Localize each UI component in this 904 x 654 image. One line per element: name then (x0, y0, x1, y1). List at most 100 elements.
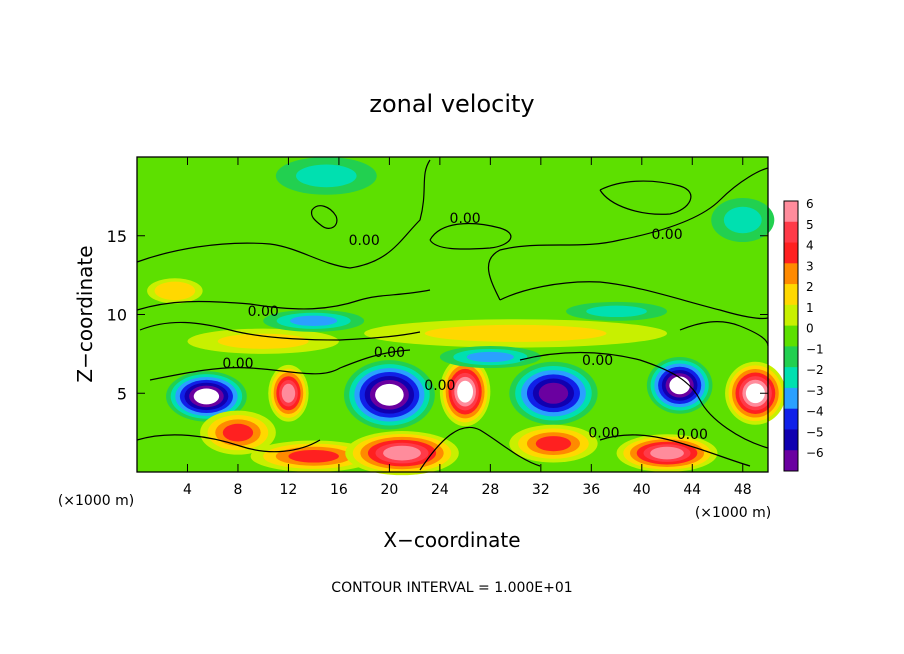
field-feature (509, 361, 598, 425)
x-tick-label: 32 (532, 482, 550, 498)
x-tick-label: 28 (481, 482, 499, 498)
contour-labels: 0.00 0.00 0.00 0.00 0.00 0.00 0.00 0.00 0.00 0.00 (222, 211, 707, 443)
colorbar: 6 5 4 3 2 1 0 −1 −2 −3 −4 −5 −6 (783, 197, 824, 472)
x-axis: 4 8 12 16 20 24 28 32 36 40 44 48 (183, 157, 752, 498)
y-tick-label: 5 (117, 384, 127, 403)
x-tick-label: 8 (233, 482, 242, 498)
y-axis: 5 10 15 (107, 227, 768, 403)
field-band (586, 305, 647, 318)
colorbar-label: 3 (806, 259, 814, 273)
colorbar-label: 0 (806, 322, 814, 336)
field-band (669, 376, 690, 395)
field-band (745, 383, 765, 404)
field-feature (566, 301, 668, 321)
field-feature (343, 360, 435, 430)
contour-line (429, 222, 512, 250)
field-band (281, 383, 296, 403)
contour-label: 0.00 (588, 425, 619, 441)
field-band (424, 324, 607, 342)
field-band (383, 445, 421, 461)
y-axis-label: Z−coordinate (73, 245, 97, 382)
x-tick-label: 12 (280, 482, 298, 498)
colorbar-label: −1 (806, 342, 824, 356)
colorbar-label: −4 (806, 405, 824, 419)
x-unit-left: (×1000 m) (58, 493, 134, 509)
colorbar-label: 6 (806, 197, 814, 211)
contour-line (310, 205, 338, 229)
contour-line (139, 321, 421, 341)
contour-label: 0.00 (582, 353, 613, 369)
x-tick-label: 36 (582, 482, 600, 498)
field-feature (275, 157, 377, 195)
field-feature (439, 357, 491, 427)
colorbar-label: 5 (806, 218, 814, 232)
field-feature (147, 278, 203, 304)
field-feature (268, 364, 309, 422)
contour-label: 0.00 (374, 345, 405, 361)
field-band (650, 446, 684, 460)
colorbar-label: 1 (806, 301, 814, 315)
field-feature (646, 357, 713, 414)
contour-line (149, 349, 411, 381)
x-tick-label: 4 (183, 482, 192, 498)
field-band (538, 382, 569, 404)
field-feature (616, 434, 718, 472)
field-band (466, 351, 514, 363)
colorbar-label: −6 (806, 446, 824, 460)
x-tick-label: 20 (380, 482, 398, 498)
contour-label: 0.00 (349, 233, 380, 249)
field-feature (711, 197, 775, 243)
colorbar-label: −5 (806, 425, 824, 439)
y-tick-label: 15 (107, 227, 127, 246)
contour-line (136, 159, 431, 269)
contour-label: 0.00 (450, 211, 481, 227)
colorbar-swatch (784, 367, 798, 389)
field-feature (345, 431, 459, 476)
field-feature (364, 319, 668, 348)
colorbar-swatch (784, 242, 798, 264)
colorbar-swatch (784, 408, 798, 430)
field-band (296, 164, 357, 188)
field-band (161, 284, 188, 297)
x-axis-label: X−coordinate (383, 528, 520, 552)
zero-contours (136, 159, 769, 471)
contour-line (599, 180, 692, 215)
x-tick-label: 48 (734, 482, 752, 498)
contour-label: 0.00 (222, 356, 253, 372)
x-tick-label: 16 (330, 482, 348, 498)
field-feature (725, 361, 786, 425)
colorbar-swatch (784, 429, 798, 451)
contour-line (599, 434, 751, 467)
colorbar-frame (783, 200, 799, 472)
field-band (217, 333, 309, 349)
colorbar-swatch (784, 346, 798, 368)
field-feature (187, 328, 339, 354)
field-feature (263, 309, 365, 332)
field-feature (166, 371, 247, 422)
colorbar-label: −3 (806, 384, 824, 398)
field-band (222, 423, 254, 442)
contour-line (136, 434, 321, 453)
contour-line (419, 426, 541, 471)
field-feature (439, 346, 541, 369)
contour-interval-text: CONTOUR INTERVAL = 1.000E+01 (331, 580, 572, 596)
colorbar-swatch (784, 325, 798, 347)
contour-label: 0.00 (651, 227, 682, 243)
x-tick-label: 24 (431, 482, 449, 498)
velocity-field (147, 157, 786, 476)
field-feature (509, 424, 598, 463)
colorbar-swatch (784, 387, 798, 410)
colorbar-swatch (784, 201, 798, 223)
field-feature (250, 440, 377, 472)
field-band (457, 380, 474, 403)
field-band (193, 388, 220, 405)
y-tick-label: 10 (107, 306, 127, 325)
field-band (288, 449, 339, 463)
contour-label: 0.00 (677, 427, 708, 443)
field-band (535, 436, 572, 452)
contour-line (499, 281, 769, 320)
x-tick-label: 44 (683, 482, 701, 498)
colorbar-swatch (784, 263, 798, 285)
colorbar-swatch (784, 450, 798, 472)
